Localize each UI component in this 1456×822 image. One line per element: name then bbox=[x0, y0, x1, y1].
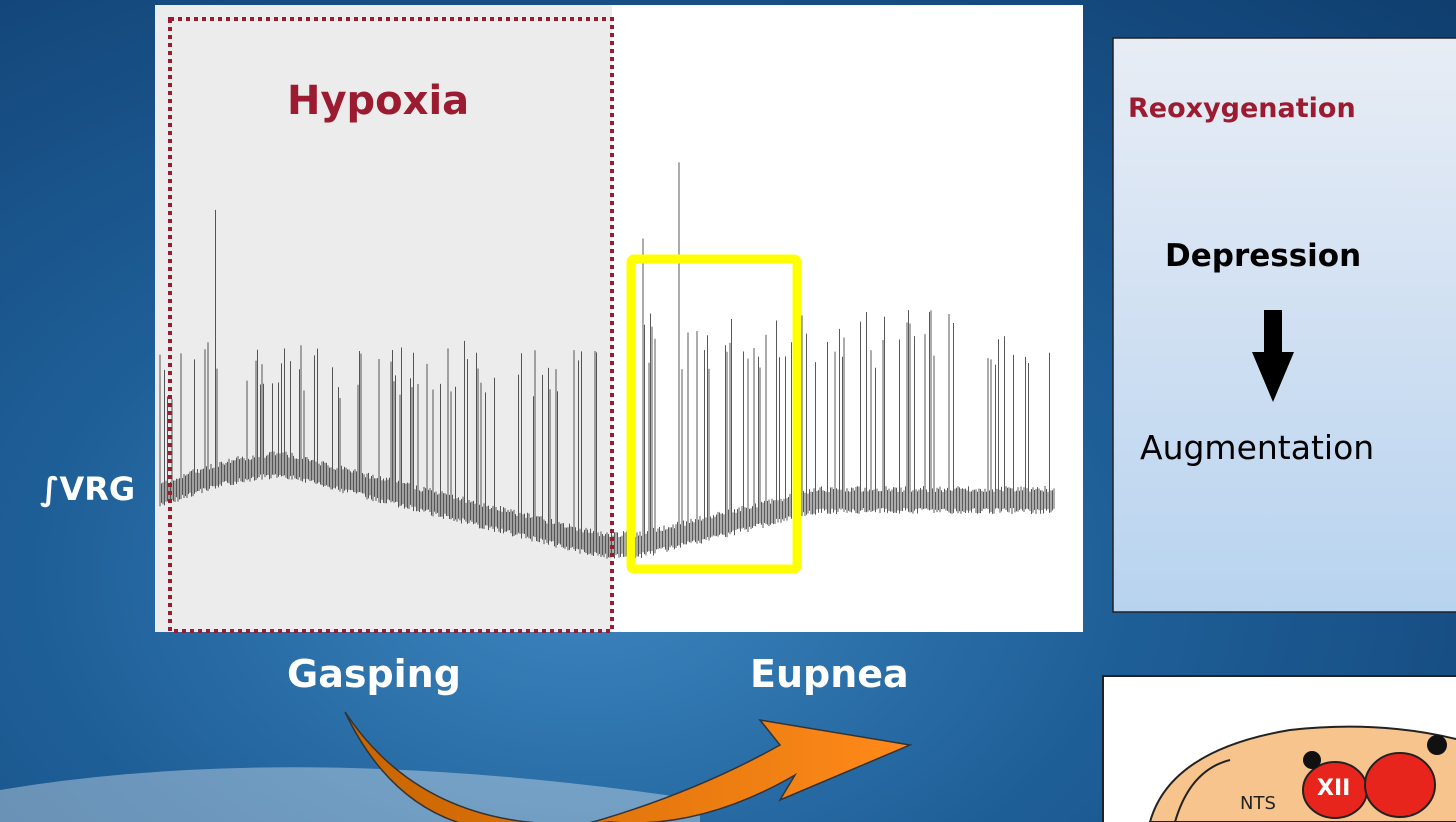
nucleus bbox=[1364, 752, 1436, 818]
phase-label: Gasping bbox=[287, 652, 461, 696]
trace-signal bbox=[159, 162, 1055, 559]
hypoxia-label: Hypoxia bbox=[287, 78, 470, 124]
dot bbox=[1427, 735, 1447, 755]
phase-label: Eupnea bbox=[750, 652, 909, 696]
diagram-label: NTS bbox=[1240, 793, 1276, 814]
decor-streak bbox=[0, 767, 700, 822]
hypoxia-frame bbox=[168, 17, 614, 633]
arrow-shaft bbox=[1264, 310, 1282, 355]
arrow-head bbox=[1252, 352, 1294, 402]
signal-label: ∫VRG bbox=[40, 470, 136, 508]
hypoxia-shade bbox=[155, 5, 612, 632]
brain-contour bbox=[1174, 759, 1231, 822]
diagram-label: XII bbox=[1317, 776, 1351, 801]
dot bbox=[1303, 751, 1321, 769]
box-title: Reoxygenation bbox=[1128, 93, 1356, 124]
box-text: Augmentation bbox=[1140, 428, 1375, 467]
highlight-box bbox=[626, 254, 802, 574]
trace bbox=[159, 162, 1055, 559]
reoxygenation-box bbox=[1112, 37, 1456, 613]
box-text: Depression bbox=[1165, 238, 1362, 274]
transition-arrow bbox=[344, 711, 913, 822]
